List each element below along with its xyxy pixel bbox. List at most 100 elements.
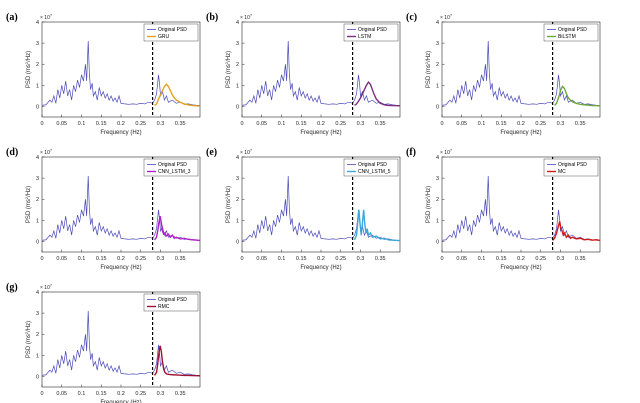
x-tick-label: 0.2	[317, 256, 325, 262]
x-tick-label: 0	[440, 121, 443, 127]
series-prediction	[153, 345, 201, 377]
y-axis-label: PSD (ms2/Hz)	[424, 186, 432, 223]
x-tick-label: 0.25	[135, 391, 146, 397]
x-tick-label: 0.2	[517, 121, 525, 127]
x-axis-label: Frequency (Hz)	[100, 265, 141, 271]
legend-box	[543, 23, 599, 42]
x-tick-label: 0.2	[517, 256, 525, 262]
legend-label-prediction: GRU	[158, 34, 170, 40]
y-axis-label: PSD (ms2/Hz)	[24, 321, 32, 358]
y-tick-label: 0	[436, 239, 439, 245]
y-tick-label: 1	[236, 83, 239, 89]
chart-panel: (e) × 107 0 1 2 3 4 0 0.05 0.1 0.15 0.2 0.25 0.3 0.35 F…	[206, 147, 401, 271]
y-axis-label-main: PSD (ms	[426, 64, 432, 88]
x-tick-label: 0.35	[175, 121, 186, 127]
x-tick-label: 0.1	[278, 121, 286, 127]
panel-label: (b)	[206, 12, 218, 23]
y-tick-label: 3	[236, 176, 239, 182]
y-exponent-base: × 10	[40, 285, 50, 291]
y-axis-label-sup: 2	[24, 196, 29, 199]
legend-box	[143, 158, 199, 177]
x-tick-label: 0.3	[157, 391, 165, 397]
panel-label: (f)	[406, 147, 416, 158]
y-tick-label: 4	[436, 155, 439, 161]
x-tick-label: 0	[440, 256, 443, 262]
y-tick-label: 4	[436, 20, 439, 26]
series-original-psd	[41, 175, 201, 241]
x-axis-label: Frequency (Hz)	[300, 265, 341, 271]
x-tick-label: 0.05	[256, 121, 267, 127]
x-tick-label: 0.05	[456, 121, 467, 127]
y-exponent-power: 7	[50, 148, 53, 153]
x-tick-label: 0.1	[78, 121, 86, 127]
x-axis-label: Frequency (Hz)	[500, 265, 541, 271]
y-tick-label: 2	[436, 197, 439, 203]
y-exponent: × 107	[440, 148, 453, 157]
x-tick-label: 0.25	[535, 121, 546, 127]
y-tick-label: 1	[436, 218, 439, 224]
legend-label-original: Original PSD	[558, 162, 587, 168]
y-tick-label: 0	[236, 104, 239, 110]
y-tick-label: 1	[236, 218, 239, 224]
x-tick-label: 0.2	[117, 121, 125, 127]
series-original-psd	[241, 175, 401, 241]
x-tick-label: 0.25	[535, 256, 546, 262]
x-tick-label: 0.2	[317, 121, 325, 127]
legend-box	[343, 23, 399, 42]
x-tick-label: 0.1	[78, 256, 86, 262]
y-tick-label: 1	[36, 353, 39, 359]
series-prediction	[353, 209, 401, 242]
y-tick-label: 3	[436, 41, 439, 47]
y-tick-label: 3	[36, 311, 39, 317]
x-tick-label: 0	[40, 256, 43, 262]
legend-label-original: Original PSD	[158, 297, 187, 303]
series-original-psd	[441, 175, 601, 241]
y-axis-label-tail: /Hz)	[426, 186, 432, 197]
chart-panel: (f) × 107 0 1 2 3 4 0 0.05 0.1 0.15 0.2 0.25 0.3 0.35 F…	[406, 147, 601, 271]
legend-label-prediction: RMC	[158, 304, 170, 310]
series-prediction	[554, 85, 601, 107]
y-axis-label-main: PSD (ms	[26, 64, 32, 88]
y-exponent: × 107	[40, 283, 53, 292]
legend-label-prediction: LSTM	[358, 34, 371, 40]
x-axis-label: Frequency (Hz)	[300, 130, 341, 136]
y-exponent-power: 7	[450, 148, 453, 153]
x-tick-label: 0	[240, 256, 243, 262]
legend-box	[543, 158, 599, 177]
chart-panel: (b) × 107 0 1 2 3 4 0 0.05 0.1 0.15 0.2 0.25 0.3 0.35 F…	[206, 12, 401, 136]
x-tick-label: 0.3	[557, 256, 565, 262]
x-tick-label: 0.1	[478, 121, 486, 127]
x-tick-label: 0.35	[375, 121, 386, 127]
y-axis-label-tail: /Hz)	[226, 51, 232, 62]
x-tick-label: 0.25	[135, 256, 146, 262]
x-tick-label: 0.05	[56, 391, 67, 397]
y-tick-label: 1	[436, 83, 439, 89]
x-axis-label: Frequency (Hz)	[100, 400, 141, 403]
x-tick-label: 0.05	[256, 256, 267, 262]
y-axis-label: PSD (ms2/Hz)	[24, 51, 32, 88]
x-tick-label: 0.15	[496, 256, 507, 262]
x-tick-label: 0.1	[278, 256, 286, 262]
x-tick-label: 0.15	[296, 256, 307, 262]
y-exponent-power: 7	[50, 283, 53, 288]
panel-label: (a)	[6, 12, 18, 23]
y-exponent: × 107	[40, 13, 53, 22]
y-axis-label-sup: 2	[224, 196, 229, 199]
y-exponent-base: × 10	[240, 150, 250, 156]
x-tick-label: 0.3	[357, 256, 365, 262]
chart-panel: (d) × 107 0 1 2 3 4 0 0.05 0.1 0.15 0.2 0.25 0.3 0.35 F…	[6, 147, 201, 271]
y-exponent-base: × 10	[40, 15, 50, 21]
y-axis-label-main: PSD (ms	[26, 199, 32, 223]
y-exponent-base: × 10	[240, 15, 250, 21]
y-tick-label: 0	[36, 239, 39, 245]
y-exponent-base: × 10	[40, 150, 50, 156]
y-axis-label: PSD (ms2/Hz)	[224, 186, 232, 223]
y-tick-label: 0	[36, 104, 39, 110]
y-exponent: × 107	[40, 148, 53, 157]
legend-label-prediction: MC	[558, 169, 566, 175]
x-tick-label: 0.2	[117, 391, 125, 397]
y-axis-label-sup: 2	[24, 61, 29, 64]
y-axis-label-sup: 2	[224, 61, 229, 64]
x-tick-label: 0	[40, 391, 43, 397]
